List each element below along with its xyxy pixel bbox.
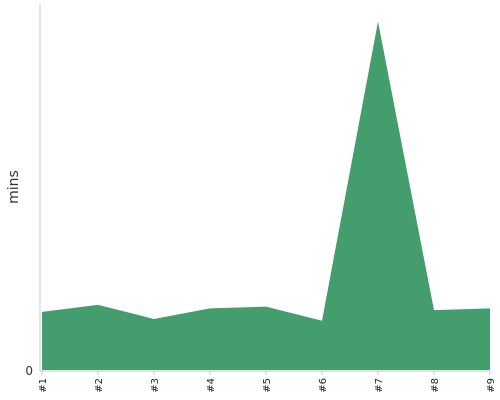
x-tick-label: #3 [150,378,161,393]
y-axis-title: mins [6,170,22,204]
y-tick-label: 0 [25,364,33,378]
x-axis-ticks: #1 #2 #3 #4 #5 #6 #7 #8 #9 [38,371,497,393]
x-tick-label: #1 [38,378,49,393]
y-axis-ticks: 0 [25,364,33,378]
x-tick-label: #5 [262,378,273,393]
plot-area [42,21,490,370]
x-tick-label: #7 [374,378,385,393]
area-series [42,21,490,370]
x-tick-label: #6 [318,378,329,393]
x-tick-label: #2 [94,378,105,393]
x-tick-label: #8 [430,378,441,393]
x-tick-label: #4 [206,378,217,393]
x-tick-label: #9 [486,378,497,393]
